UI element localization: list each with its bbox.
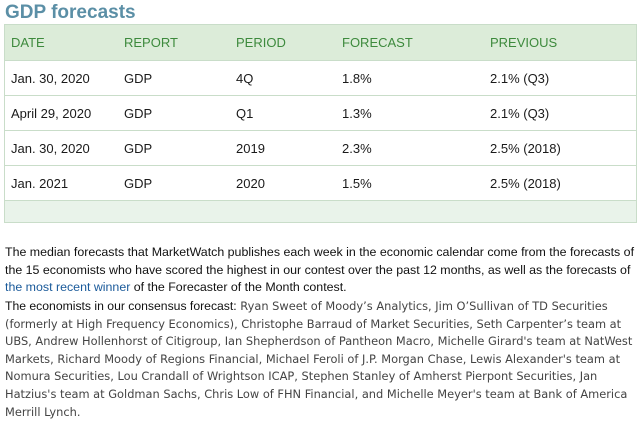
cell-previous: 2.5% (2018)	[484, 130, 636, 166]
cell-period: 2020	[230, 165, 336, 201]
cell-forecast: 2.3%	[336, 130, 484, 166]
cell-forecast: 1.8%	[336, 60, 484, 96]
table-header-row: DATE REPORT PERIOD FORECAST PREVIOUS	[5, 25, 636, 61]
forecast-table: DATE REPORT PERIOD FORECAST PREVIOUS Jan…	[5, 25, 636, 201]
page-title: GDP forecasts	[5, 2, 136, 23]
intro-paragraph: The median forecasts that MarketWatch pu…	[5, 244, 637, 297]
cell-report: GDP	[118, 60, 230, 96]
column-header-previous: PREVIOUS	[484, 25, 636, 61]
economists-names: Ryan Sweet of Moody’s Analytics, Jim O’S…	[5, 299, 633, 419]
forecast-table-container: DATE REPORT PERIOD FORECAST PREVIOUS Jan…	[4, 24, 637, 223]
table-row: Jan. 30, 2020 GDP 4Q 1.8% 2.1% (Q3)	[5, 60, 636, 96]
intro-text-end: of the Forecaster of the Month contest.	[130, 280, 347, 294]
cell-report: GDP	[118, 95, 230, 131]
cell-previous: 2.1% (Q3)	[484, 95, 636, 131]
cell-date: Jan. 2021	[5, 165, 118, 201]
cell-date: Jan. 30, 2020	[5, 130, 118, 166]
cell-report: GDP	[118, 130, 230, 166]
cell-report: GDP	[118, 165, 230, 201]
most-recent-winner-link[interactable]: the most recent winner	[5, 280, 131, 294]
column-header-date: DATE	[5, 25, 118, 61]
cell-forecast: 1.5%	[336, 165, 484, 201]
economists-label: The economists in our consensus forecast…	[5, 299, 237, 313]
intro-text: The median forecasts that MarketWatch pu…	[5, 245, 635, 277]
cell-date: Jan. 30, 2020	[5, 60, 118, 96]
column-header-forecast: FORECAST	[336, 25, 484, 61]
economists-paragraph: The economists in our consensus forecast…	[5, 298, 639, 421]
table-row: Jan. 2021 GDP 2020 1.5% 2.5% (2018)	[5, 165, 636, 201]
column-header-report: REPORT	[118, 25, 230, 61]
cell-previous: 2.5% (2018)	[484, 165, 636, 201]
cell-period: 2019	[230, 130, 336, 166]
table-row: April 29, 2020 GDP Q1 1.3% 2.1% (Q3)	[5, 95, 636, 131]
cell-period: 4Q	[230, 60, 336, 96]
cell-period: Q1	[230, 95, 336, 131]
cell-previous: 2.1% (Q3)	[484, 60, 636, 96]
cell-date: April 29, 2020	[5, 95, 118, 131]
cell-forecast: 1.3%	[336, 95, 484, 131]
table-row: Jan. 30, 2020 GDP 2019 2.3% 2.5% (2018)	[5, 130, 636, 166]
column-header-period: PERIOD	[230, 25, 336, 61]
